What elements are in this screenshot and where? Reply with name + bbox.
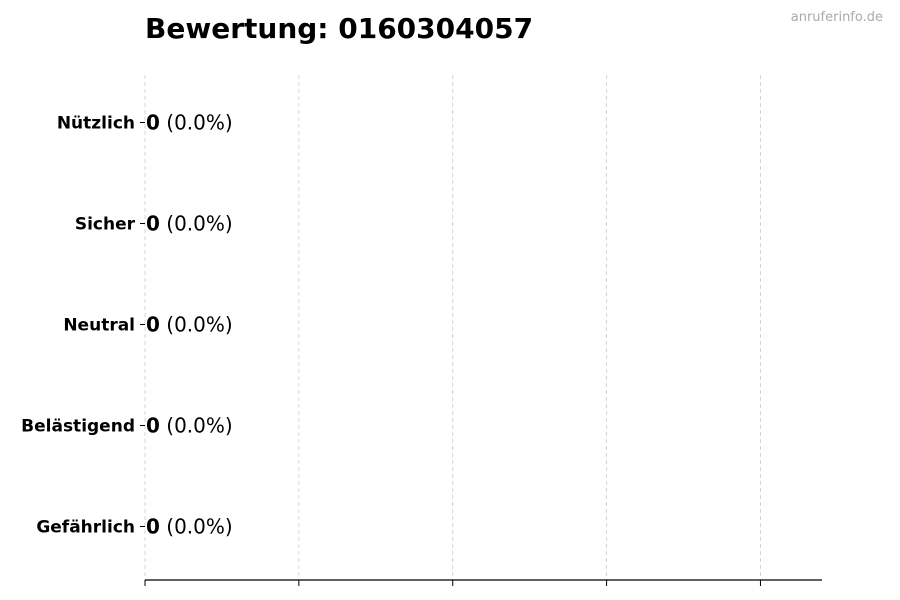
data-label: 0 (0.0%) (146, 313, 233, 337)
data-label: 0 (0.0%) (146, 515, 233, 539)
data-label: 0 (0.0%) (146, 414, 233, 438)
y-tick-label: Neutral (63, 316, 135, 336)
y-tick-label: Nützlich (57, 114, 135, 134)
y-tick-label: Gefährlich (36, 518, 135, 538)
data-label: 0 (0.0%) (146, 111, 233, 135)
y-tick-label: Belästigend (21, 417, 135, 437)
chart-title: Bewertung: 0160304057 (145, 12, 534, 45)
y-tick-label: Sicher (75, 215, 136, 235)
data-label: 0 (0.0%) (146, 212, 233, 236)
watermark: anruferinfo.de (790, 10, 883, 25)
